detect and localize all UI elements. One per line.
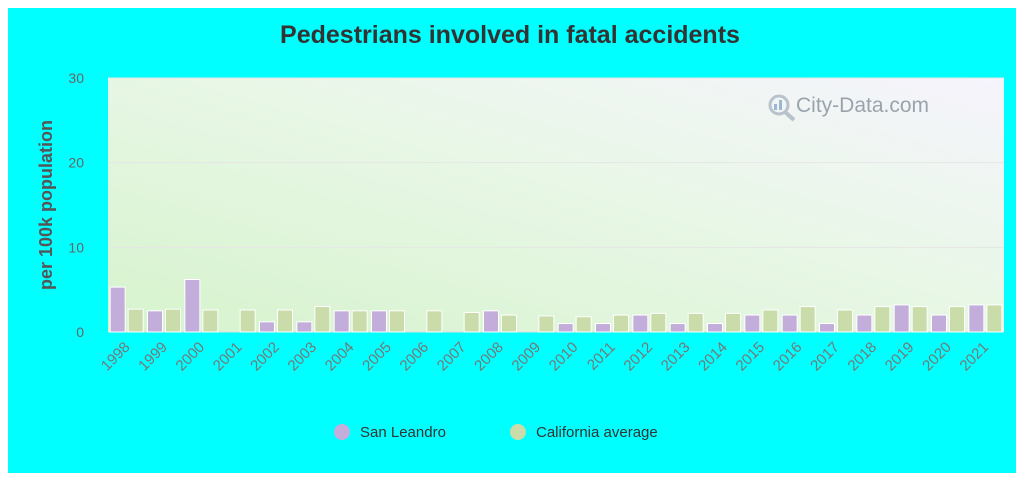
bar-san-leandro-2011: [595, 323, 611, 333]
bar-california-average-2004: [351, 310, 368, 333]
bar-california-average-1998: [127, 308, 144, 333]
x-tick-label: 2003: [285, 339, 321, 375]
x-tick-label: 2002: [247, 339, 283, 375]
bar-california-average-2013: [687, 312, 704, 333]
y-tick-label: 0: [76, 324, 84, 340]
bar-san-leandro-2017: [819, 323, 835, 333]
bar-california-average-2005: [389, 310, 405, 333]
x-tick-label: 2001: [210, 339, 246, 375]
bar-california-average-2001: [239, 309, 256, 333]
x-tick-label: 2006: [397, 339, 433, 375]
bar-california-average-2002: [277, 309, 293, 333]
bar-san-leandro-2008: [483, 310, 499, 333]
x-axis-ticks: 1998 1999 2000 2001 2002 2003 2004 2005 2006 2007…: [98, 339, 992, 375]
bar-san-leandro-1999: [147, 310, 163, 333]
x-tick-label: 1999: [135, 339, 171, 375]
bar-san-leandro-2003: [296, 321, 313, 333]
bar-san-leandro-2015: [744, 314, 761, 333]
bar-california-average-2018: [874, 306, 891, 333]
bar-california-average-2000: [202, 309, 219, 333]
bar-california-average-2010: [575, 316, 592, 333]
bar-san-leandro-2010: [557, 323, 574, 333]
x-tick-label: 2008: [471, 339, 507, 375]
bar-california-average-2003: [314, 306, 331, 333]
bar-california-average-2015: [762, 309, 779, 333]
x-tick-label: 2015: [733, 339, 769, 375]
x-tick-label: 2007: [434, 339, 470, 375]
bar-california-average-2021: [986, 304, 1003, 333]
chart-title: Pedestrians involved in fatal accidents: [280, 21, 740, 49]
legend-swatch: [510, 424, 526, 440]
x-tick-label: 2018: [845, 339, 881, 375]
gridlines: [108, 77, 1004, 333]
bar-san-leandro-2018: [856, 314, 873, 333]
x-tick-label: 2000: [173, 339, 209, 375]
legend-label: San Leandro: [360, 424, 446, 441]
x-tick-label: 2020: [919, 339, 955, 375]
bar-san-leandro-2012: [632, 314, 649, 333]
x-tick-label: 2013: [658, 339, 694, 375]
plot-area: [108, 78, 1004, 332]
bar-california-average-2019: [911, 306, 928, 333]
bar-california-average-2017: [837, 309, 853, 333]
bar-california-average-2006: [426, 310, 443, 333]
bar-san-leandro-2013: [669, 323, 686, 333]
bar-california-average-2012: [650, 312, 667, 333]
bar-california-average-1999: [165, 308, 181, 333]
bar-california-average-2014: [725, 312, 741, 333]
x-tick-label: 2011: [584, 339, 619, 374]
x-tick-label: 1998: [98, 339, 134, 375]
bar-california-average-2008: [501, 314, 517, 333]
bar-san-leandro-2020: [931, 314, 947, 333]
bar-california-average-2020: [949, 306, 965, 333]
x-tick-label: 2017: [807, 339, 843, 375]
x-tick-label: 2004: [322, 339, 358, 375]
legend: San Leandro California average: [334, 424, 658, 441]
y-tick-label: 30: [68, 70, 84, 86]
y-tick-label: 10: [68, 239, 84, 255]
bar-san-leandro-2019: [893, 304, 910, 333]
bar-san-leandro-2014: [707, 323, 723, 333]
bar-california-average-2011: [613, 314, 629, 333]
x-tick-label: 2019: [882, 339, 918, 375]
chart-svg: Pedestrians involved in fatal accidents …: [36, 21, 1004, 441]
bar-california-average-2009: [538, 315, 555, 333]
x-tick-label: 2009: [509, 339, 545, 375]
bar-california-average-2016: [799, 306, 816, 333]
x-tick-label: 2016: [770, 339, 806, 375]
watermark: City-Data.com: [768, 94, 929, 122]
chart-frame: Pedestrians involved in fatal accidents …: [8, 8, 1016, 473]
bar-san-leandro-2016: [781, 314, 798, 333]
x-tick-label: 2014: [695, 339, 731, 375]
x-tick-label: 2010: [546, 339, 582, 375]
bar-san-leandro-2004: [333, 310, 350, 333]
x-tick-label: 2021: [957, 339, 993, 375]
x-tick-label: 2012: [621, 339, 657, 375]
legend-label: California average: [536, 424, 658, 441]
y-axis-label: per 100k population: [36, 120, 56, 290]
bar-san-leandro-2002: [259, 321, 275, 333]
y-axis-ticks: 0 10 20 30: [68, 70, 84, 340]
bar-san-leandro-1998: [109, 286, 126, 333]
bar-san-leandro-2021: [968, 304, 985, 333]
y-tick-label: 20: [68, 155, 84, 171]
x-tick-label: 2005: [359, 339, 395, 375]
watermark-text: City-Data.com: [796, 94, 929, 117]
legend-swatch: [334, 424, 350, 440]
bar-california-average-2007: [463, 312, 480, 333]
magnifier-chart-icon: [768, 94, 796, 122]
bar-san-leandro-2000: [184, 279, 201, 333]
bars: [109, 279, 1003, 333]
bar-san-leandro-2005: [371, 310, 387, 333]
